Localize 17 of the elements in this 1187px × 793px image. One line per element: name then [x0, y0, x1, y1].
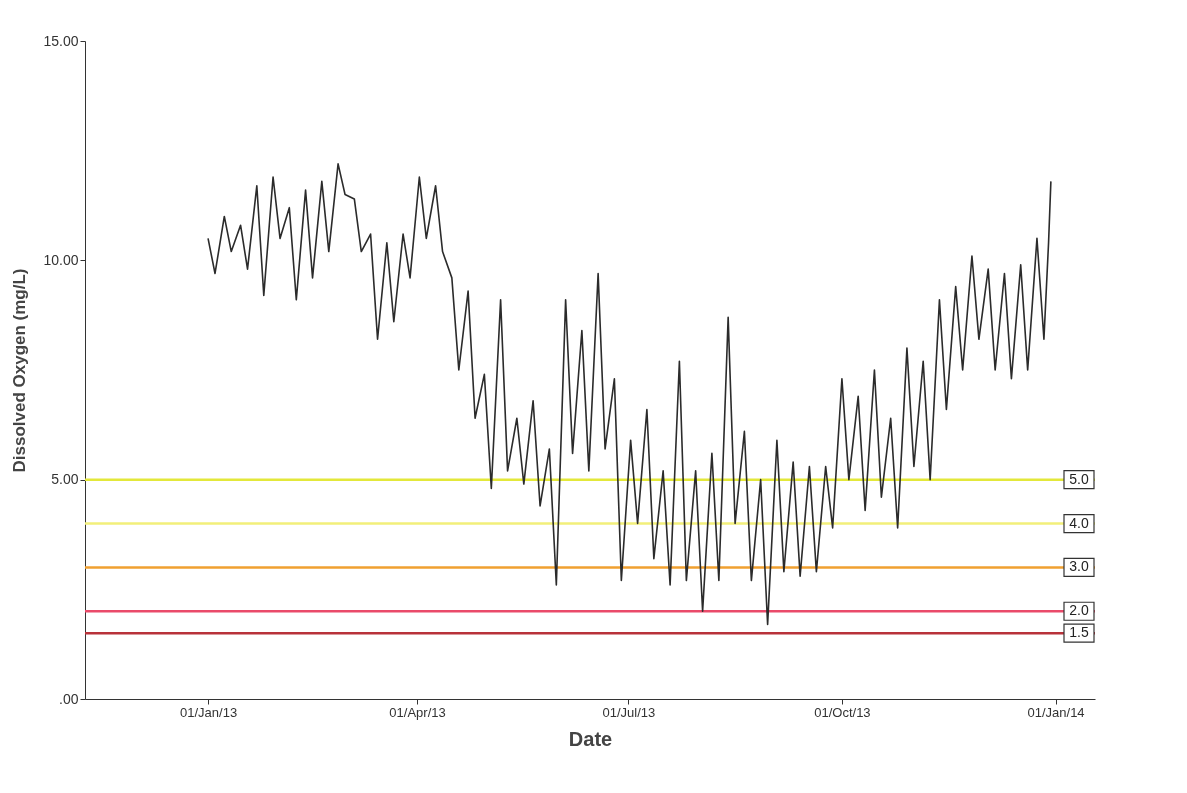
x-tick-label: 01/Jan/14 [1027, 704, 1085, 720]
x-tick-label: 01/Jan/13 [180, 704, 238, 720]
x-tick-label: 01/Jul/13 [602, 704, 656, 720]
y-tick-label: 15.00 [43, 32, 79, 49]
x-axis-title: Date [568, 727, 613, 750]
ref-line-label: 3.0 [1069, 558, 1089, 575]
y-tick-label: 5.00 [51, 471, 79, 488]
ref-line-label: 5.0 [1069, 470, 1089, 487]
x-tick-label: 01/Oct/13 [814, 704, 871, 720]
y-tick-label: 10.00 [43, 251, 79, 268]
line-series [207, 163, 1052, 626]
ref-line-label: 4.0 [1069, 514, 1089, 531]
ref-line-label: 1.5 [1069, 624, 1089, 641]
ref-line-label: 2.0 [1069, 602, 1089, 619]
x-tick-label: 01/Apr/13 [389, 704, 446, 720]
y-tick-label: .00 [59, 690, 79, 707]
y-axis-title: Dissolved Oxygen (mg/L) [10, 268, 30, 473]
